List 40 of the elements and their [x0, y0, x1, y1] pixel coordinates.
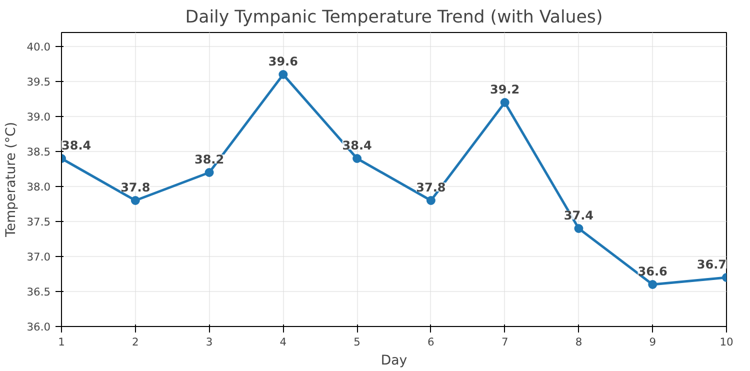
x-tick-label: 3	[206, 336, 213, 348]
x-tick-label: 9	[649, 336, 656, 348]
y-tick-label: 37.0	[26, 250, 51, 264]
y-tick-label: 36.0	[26, 320, 51, 334]
chart-title: Daily Tympanic Temperature Trend (with Values)	[185, 8, 603, 28]
point	[352, 154, 362, 163]
data-label: 36.7	[696, 258, 726, 272]
y-tick-label: 38.5	[26, 146, 51, 158]
x-tick-label: 4	[280, 336, 287, 348]
data-label: 39.6	[268, 54, 298, 68]
x-axis-title: Day	[380, 354, 408, 368]
y-axis-title: Temperature (°C)	[4, 122, 19, 238]
y-tick-label: 39.5	[26, 76, 51, 88]
point	[426, 196, 436, 205]
data-label: 36.6	[638, 264, 668, 278]
y-tick-label: 36.5	[26, 286, 51, 298]
y-tick-label: 39.0	[26, 110, 51, 124]
data-label: 39.2	[490, 82, 520, 96]
data-label: 37.4	[564, 208, 594, 222]
y-tick-label: 37.5	[26, 216, 51, 228]
x-tick-label: 5	[354, 336, 360, 348]
point	[204, 168, 214, 177]
x-tick-label: 2	[132, 336, 139, 348]
data-label: 38.4	[342, 138, 372, 152]
data-label: 37.8	[120, 180, 150, 194]
y-tick-label: 38.0	[26, 180, 51, 194]
data-label: 38.2	[194, 152, 224, 166]
x-tick-label: 1	[58, 336, 65, 348]
data-label: 37.8	[416, 180, 446, 194]
point	[500, 98, 510, 107]
y-tick-label: 40.0	[26, 40, 51, 54]
point	[278, 70, 288, 79]
point	[648, 280, 658, 289]
x-tick-label: 6	[428, 336, 435, 348]
x-tick-label: 8	[575, 336, 582, 348]
data-label: 38.4	[62, 138, 92, 152]
x-tick-label: 7	[501, 336, 508, 348]
x-tick-label: 10	[720, 336, 734, 348]
point	[574, 224, 584, 233]
point	[130, 196, 140, 205]
